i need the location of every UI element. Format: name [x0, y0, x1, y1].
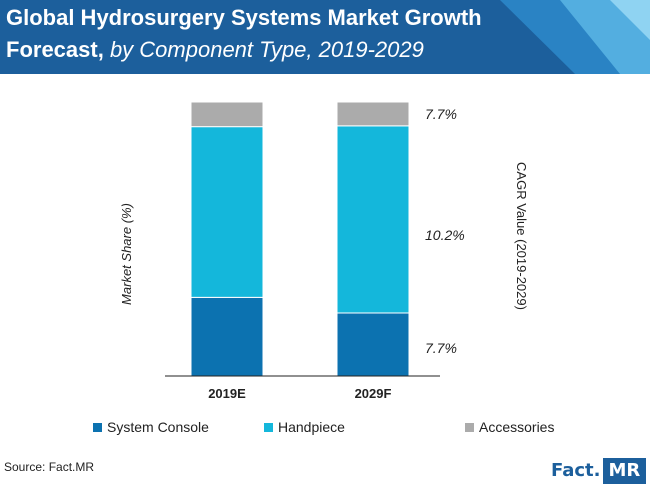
header-banner: Global Hydrosurgery Systems Market Growt…: [0, 0, 650, 74]
cagr-label-2: 10.2%: [425, 227, 465, 243]
y2-axis-label: CAGR Value (2019-2029): [514, 162, 529, 310]
chart-title: Global Hydrosurgery Systems Market Growt…: [6, 2, 566, 66]
legend-label: System Console: [107, 419, 209, 435]
cagr-label-1: 7.7%: [425, 106, 457, 122]
bar-2029f-accessories: [336, 101, 410, 127]
logo-fact-text: Fact.: [549, 458, 603, 484]
legend-swatch: [264, 422, 273, 432]
legend-item-system-console: System Console: [93, 419, 209, 435]
cagr-labels: 7.7% 10.2% 7.7%: [425, 106, 465, 356]
x-tick-label-2019e: 2019E: [208, 386, 246, 401]
legend-label: Handpiece: [278, 419, 345, 435]
cagr-label-3: 7.7%: [425, 340, 457, 356]
title-subtitle: by Component Type, 2019-2029: [103, 37, 424, 62]
legend-swatch: [465, 422, 474, 432]
logo-mr-text: MR: [602, 458, 647, 484]
y-axis-label: Market Share (%): [119, 203, 134, 305]
chart-legend: System Console Handpiece Accessories: [0, 415, 650, 439]
bar-2029f-system-console: [336, 312, 410, 377]
x-tick-label-2029f: 2029F: [355, 386, 392, 401]
bar-2019e-system-console: [190, 296, 264, 377]
bar-2019e-accessories: [190, 101, 264, 128]
x-tick-labels: 2019E 2029F: [208, 386, 391, 401]
legend-swatch: [93, 422, 102, 432]
stacked-bar-chart: 2019E 2029F 7.7% 10.2% 7.7% Market Share (%…: [119, 101, 529, 401]
header-stripes-decoration: [500, 0, 650, 74]
bar-2029f-handpiece: [336, 125, 410, 314]
title-line1: Global Hydrosurgery Systems Market Growt…: [6, 5, 482, 30]
factmr-logo: Fact. MR: [549, 458, 647, 484]
bars-group: [190, 101, 410, 377]
legend-label: Accessories: [479, 419, 555, 435]
legend-item-handpiece: Handpiece: [264, 419, 345, 435]
bar-2019e-handpiece: [190, 126, 264, 298]
source-note: Source: Fact.MR: [4, 460, 95, 474]
title-line2: Forecast,: [6, 37, 104, 62]
legend-item-accessories: Accessories: [465, 419, 554, 435]
